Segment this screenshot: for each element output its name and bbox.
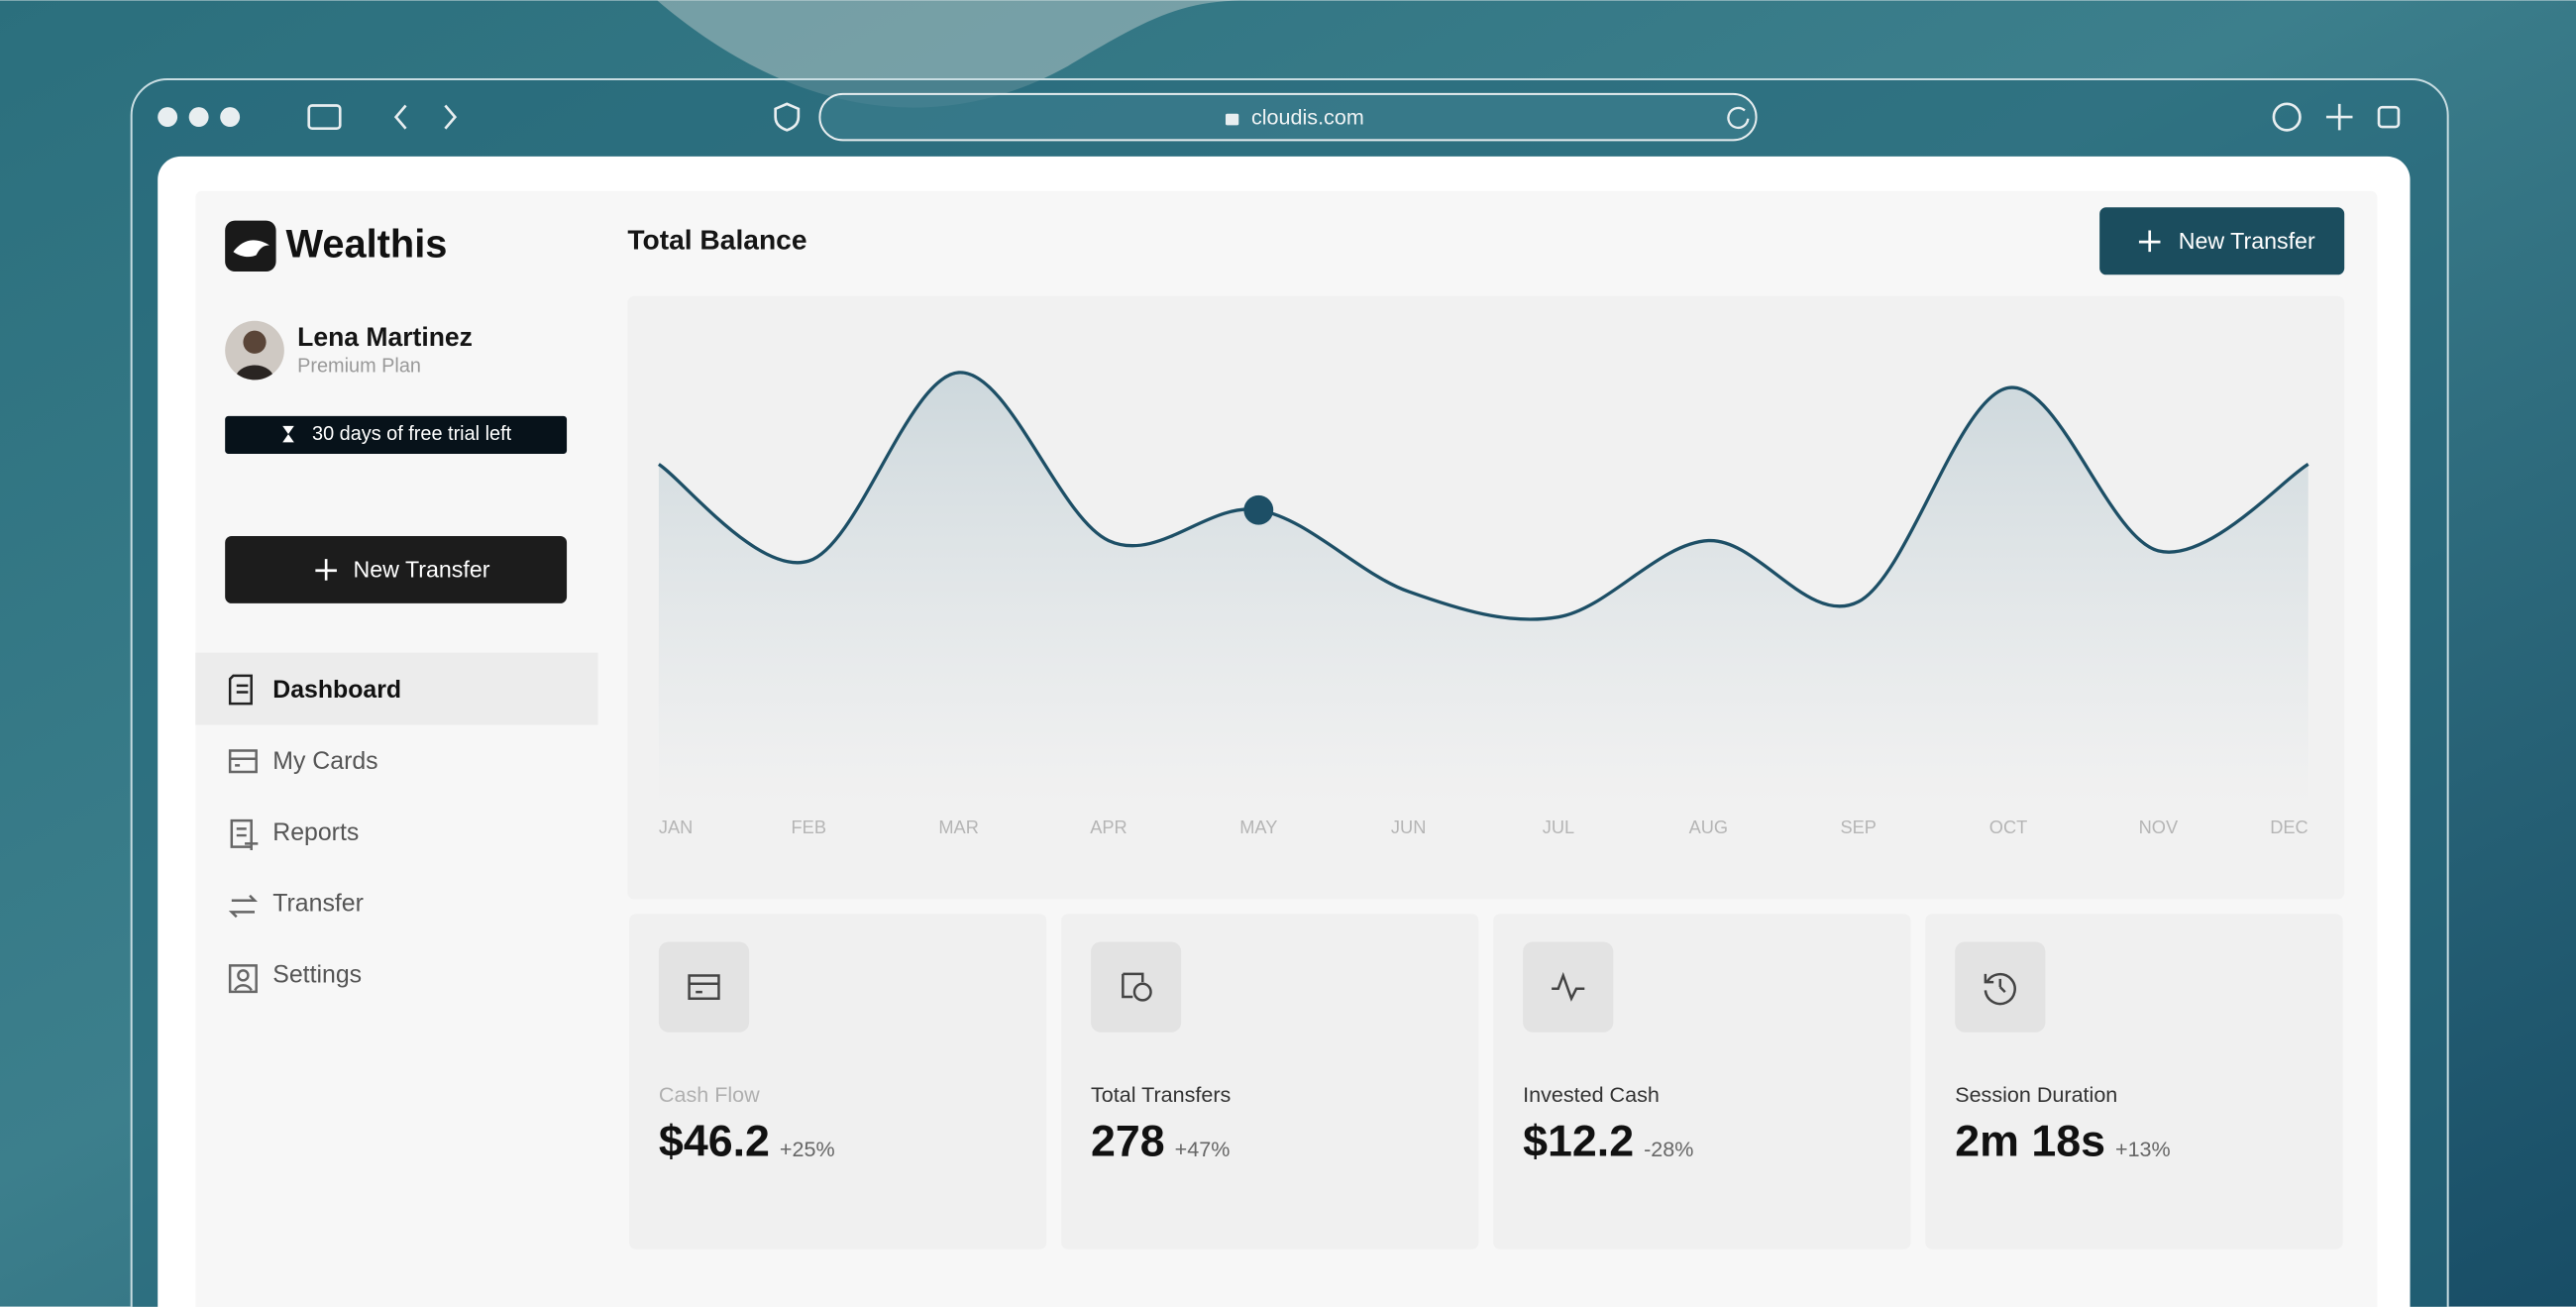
header-new-transfer-label: New Transfer [2179,228,2315,254]
stat-card: Invested Cash $12.2 -28% [1493,914,1911,1250]
nav-label: Transfer [272,890,364,918]
nav-label: My Cards [272,747,377,775]
nav-item[interactable]: Settings [228,960,362,994]
shield-icon[interactable] [774,102,801,132]
stat-value: 278 [1091,1116,1165,1165]
new-tab-button[interactable] [2325,103,2353,131]
stat-icon [1552,971,1585,1002]
x-tick-label: MAR [938,817,979,837]
trial-text: 30 days of free trial left [312,423,512,445]
nav-item[interactable]: Reports [230,818,360,850]
stat-value: 2m 18s [1955,1116,2105,1165]
area-fill [658,372,2308,806]
avatar-figure [235,330,274,381]
forward-button[interactable] [444,104,458,130]
nav-label: Settings [272,960,362,988]
reload-button[interactable] [1727,106,1750,130]
stat-icon [1984,972,2016,1006]
stat-icon-box [658,941,750,1033]
x-tick-label: JAN [659,817,693,837]
stat-value: $46.2 [659,1116,770,1165]
stat-card: Session Duration 2m 18s +13% [1925,914,2343,1250]
x-tick-label: JUL [1543,817,1574,837]
back-button[interactable] [393,104,407,130]
stat-card: Cash Flow $46.2 +25% [629,914,1047,1250]
nav-icon [228,964,258,994]
nav-item[interactable]: Dashboard [228,674,401,706]
hourglass-icon [282,425,294,443]
stat-icon [688,974,720,1000]
area-line [658,371,2309,621]
brand-name: Wealthis [286,223,448,267]
chart: JAN FEB MAR APR MAY JUN JUL AUG SEP OCT NOV DEC [658,371,2309,837]
x-tick-label: APR [1090,817,1127,837]
address-bar[interactable] [818,92,1758,142]
window-minimize[interactable] [188,107,209,128]
lock-icon [1225,113,1239,126]
sidebar-new-transfer[interactable] [225,535,568,603]
tabs-button[interactable] [2377,105,2401,129]
nav-item[interactable]: Transfer [228,890,364,919]
x-tick-label: AUG [1689,817,1728,837]
stat-label: Cash Flow [659,1082,760,1107]
stat-value: $12.2 [1523,1116,1634,1165]
nav-icon [228,749,258,774]
x-tick-label: NOV [2139,817,2179,837]
sidebar-toggle[interactable] [307,104,342,131]
nav-label: Reports [272,818,359,846]
trial-banner [225,415,568,455]
nav-icon [228,894,259,919]
user-plan: Premium Plan [297,355,421,377]
logo-whale [233,240,269,258]
x-tick-label: DEC [2270,817,2308,837]
window-close[interactable] [158,107,178,128]
nav-active-bg [195,652,598,725]
nav-item[interactable]: My Cards [228,747,378,775]
section-title: Total Balance [627,224,806,256]
stat-change: -28% [1644,1137,1693,1161]
window-zoom[interactable] [220,107,241,128]
stat-label: Total Transfers [1091,1082,1231,1107]
header-new-transfer[interactable] [2099,207,2345,275]
stats: Cash Flow $46.2 +25% Total Transfers 278 +47%… [629,914,2343,1250]
sidebar-new-transfer-label: New Transfer [354,557,490,583]
x-tick-label: SEP [1840,817,1876,837]
stat-icon [1122,972,1152,1002]
x-tick-label: JUN [1391,817,1426,837]
plus-icon [315,559,337,581]
stat-change: +13% [2115,1137,2171,1161]
stat-change: +47% [1175,1137,1231,1161]
downloads-button[interactable] [2272,102,2302,132]
plus-icon [2138,230,2161,253]
nav: Dashboard My Cards Reports Transfer Settings [228,674,401,994]
toolbar-icons [307,102,2401,132]
nav-label: Dashboard [272,676,401,704]
x-tick-label: FEB [792,817,826,837]
user-name: Lena Martinez [297,322,473,352]
stat-card: Total Transfers 278 +47% [1061,914,1479,1250]
url: cloudis.com [1251,104,1364,129]
highlight-point[interactable] [1243,494,1274,525]
nav-icon [230,818,259,850]
nav-icon [228,674,253,706]
stat-label: Session Duration [1955,1082,2117,1107]
x-tick-label: MAY [1239,817,1277,837]
stat-change: +25% [780,1137,835,1161]
x-tick-label: OCT [1989,817,2027,837]
stat-label: Invested Cash [1523,1082,1660,1107]
